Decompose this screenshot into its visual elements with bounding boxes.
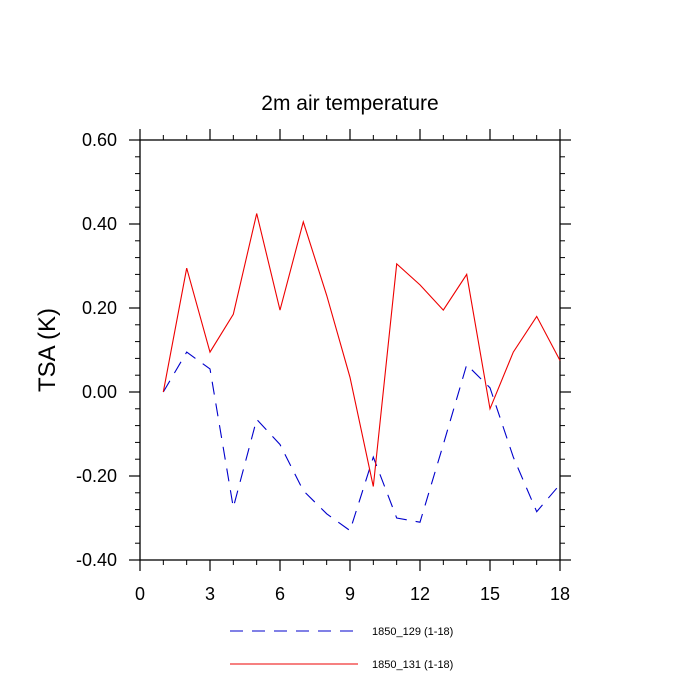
- series-line-1: [162, 351, 561, 532]
- chart-title: 2m air temperature: [261, 92, 438, 115]
- tick-labels: 0 3 6 9 12 15 18 -0.40 -0.20 0.00 0.20 0.40 0.60: [76, 130, 570, 604]
- series-line-2: [162, 213, 561, 487]
- legend: 1850_129 (1-18) 1850_131 (1-18): [230, 626, 453, 671]
- y-tick-label: 0.60: [82, 130, 117, 150]
- y-tick-label: -0.40: [76, 550, 117, 570]
- legend-label-1: 1850_129 (1-18): [372, 626, 453, 638]
- y-tick-label: -0.20: [76, 466, 117, 486]
- axis-ticks: [129, 129, 571, 571]
- x-tick-label: 15: [480, 584, 500, 604]
- y-axis-label: TSA (K): [34, 308, 61, 392]
- x-tick-label: 0: [135, 584, 145, 604]
- plot-border: [139, 139, 561, 561]
- y-tick-label: 0.00: [82, 382, 117, 402]
- y-tick-label: 0.20: [82, 298, 117, 318]
- x-tick-label: 9: [345, 584, 355, 604]
- x-tick-label: 6: [275, 584, 285, 604]
- x-tick-label: 18: [550, 584, 570, 604]
- x-tick-label: 3: [205, 584, 215, 604]
- y-tick-label: 0.40: [82, 214, 117, 234]
- plot-frame: [139, 139, 561, 561]
- legend-label-2: 1850_131 (1-18): [372, 659, 453, 671]
- series-lines: [162, 213, 561, 532]
- x-tick-label: 12: [410, 584, 430, 604]
